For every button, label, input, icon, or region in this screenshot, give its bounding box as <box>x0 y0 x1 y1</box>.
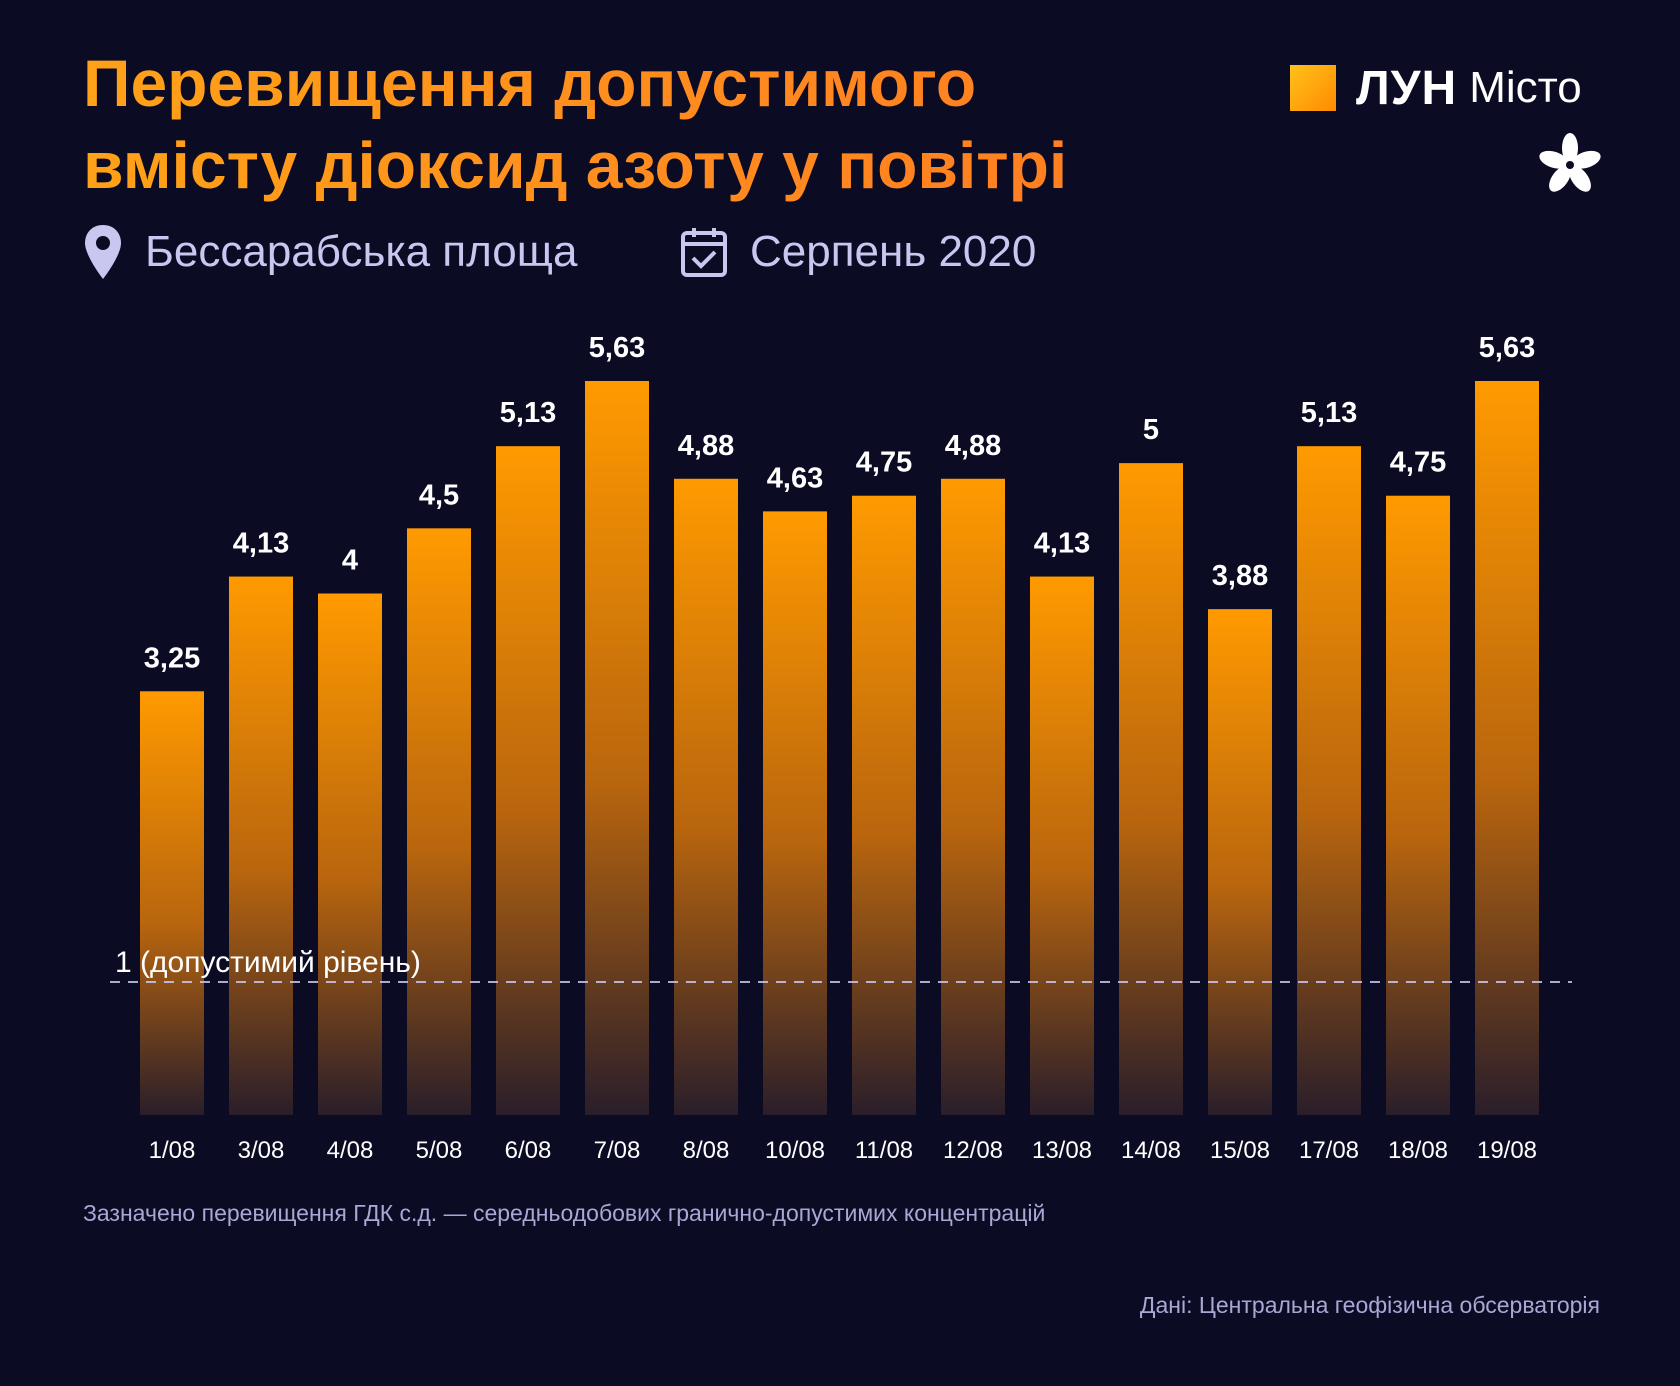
value-label: 4,88 <box>678 430 734 462</box>
bar-13-08 <box>1030 576 1094 1115</box>
category-label: 13/08 <box>1032 1137 1092 1164</box>
value-label: 3,25 <box>144 642 200 674</box>
bar-11-08 <box>852 495 916 1115</box>
period-text: Серпень 2020 <box>750 227 1037 276</box>
value-label: 4,13 <box>233 528 289 560</box>
bar-10-08 <box>763 511 827 1115</box>
location-text: Бессарабська площа <box>145 227 578 276</box>
reference-line-label: 1 (допустимий рівень) <box>115 946 421 979</box>
lun-misto-logo: ЛУН Місто <box>1290 58 1582 118</box>
bar-5-08 <box>407 528 471 1115</box>
bar-19-08 <box>1475 381 1539 1115</box>
bar-18-08 <box>1386 495 1450 1115</box>
value-label: 4,88 <box>945 430 1001 462</box>
title-line-2: вмісту діоксид азоту у повітрі <box>83 128 1068 202</box>
bar-15-08 <box>1208 609 1272 1115</box>
bar-12-08 <box>941 478 1005 1115</box>
category-label: 14/08 <box>1121 1137 1181 1164</box>
category-label: 15/08 <box>1210 1137 1270 1164</box>
category-label: 12/08 <box>943 1137 1003 1164</box>
category-label: 7/08 <box>594 1137 641 1164</box>
value-label: 4,5 <box>419 479 459 511</box>
data-source: Дані: Центральна геофізична обсерваторія <box>1139 1292 1600 1318</box>
bar-4-08 <box>318 593 382 1115</box>
value-label: 4,75 <box>1390 447 1446 479</box>
bar-17-08 <box>1297 446 1361 1115</box>
chart-title: Перевищення допустимого вмісту діоксид а… <box>83 42 1233 206</box>
value-label: 3,88 <box>1212 560 1268 592</box>
value-label: 5 <box>1143 414 1159 446</box>
bar-14-08 <box>1119 463 1183 1115</box>
category-label: 3/08 <box>238 1137 285 1164</box>
category-label: 17/08 <box>1299 1137 1359 1164</box>
value-label: 5,13 <box>500 397 556 429</box>
category-label: 11/08 <box>855 1137 913 1164</box>
logo-square-icon <box>1290 65 1336 111</box>
value-label: 4,13 <box>1034 528 1090 560</box>
value-label: 4,63 <box>767 462 823 494</box>
period-meta: Серпень 2020 <box>680 220 1036 284</box>
category-label: 1/08 <box>149 1137 196 1164</box>
map-pin-icon <box>85 225 121 279</box>
title-line-1: Перевищення допустимого <box>83 46 977 120</box>
calendar-check-icon <box>681 228 727 277</box>
logo-lun: ЛУН <box>1356 61 1458 115</box>
category-label: 6/08 <box>505 1137 552 1164</box>
value-label: 4 <box>342 545 358 577</box>
category-label: 4/08 <box>327 1137 374 1164</box>
category-label: 10/08 <box>765 1137 825 1164</box>
bar-8-08 <box>674 478 738 1115</box>
chestnut-leaf-icon <box>1539 133 1601 192</box>
bar-1-08 <box>140 691 204 1115</box>
value-label: 5,13 <box>1301 397 1357 429</box>
logo-misto: Місто <box>1469 63 1582 112</box>
category-label: 18/08 <box>1388 1137 1448 1164</box>
value-label: 5,63 <box>589 332 645 364</box>
category-label: 19/08 <box>1477 1137 1537 1164</box>
value-label: 5,63 <box>1479 332 1535 364</box>
category-label: 8/08 <box>683 1137 730 1164</box>
value-label: 4,75 <box>856 447 912 479</box>
bar-chart: 1 (допустимий рівень) 3,25 1/08 4,13 3/08 4 4… <box>110 332 1572 1164</box>
footnote: Зазначено перевищення ГДК с.д. — середнь… <box>83 1200 1046 1226</box>
location-meta: Бессарабська площа <box>83 220 577 284</box>
bar-7-08 <box>585 381 649 1115</box>
bar-3-08 <box>229 576 293 1115</box>
bar-6-08 <box>496 446 560 1115</box>
category-label: 5/08 <box>416 1137 463 1164</box>
